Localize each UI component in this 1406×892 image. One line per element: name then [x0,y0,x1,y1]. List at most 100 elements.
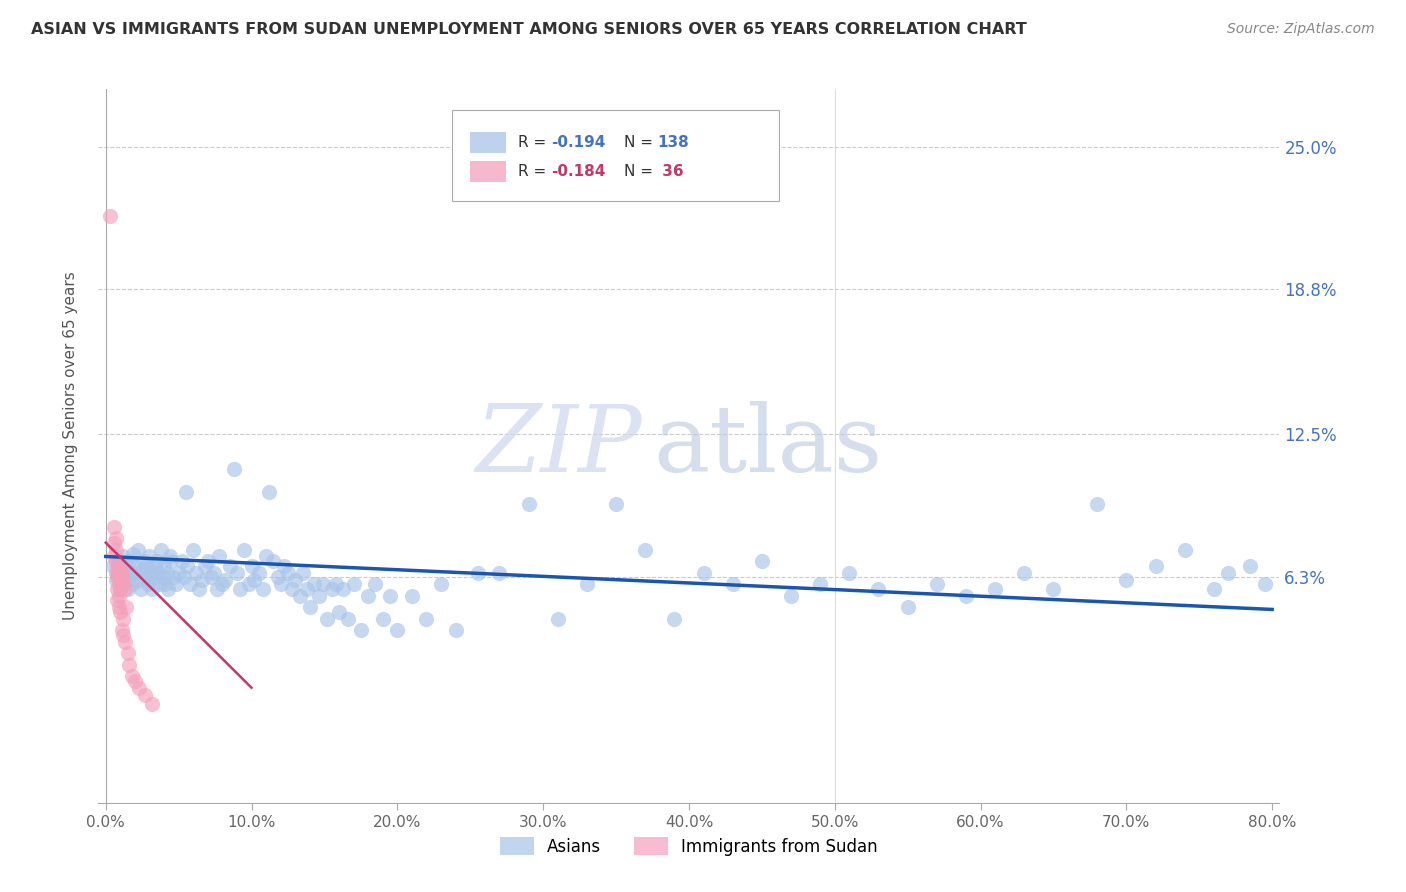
Text: -0.194: -0.194 [551,136,605,150]
Point [184,566,207,580]
Point [160,554,183,568]
Point [118,657,141,672]
Text: N =: N = [624,136,658,150]
Point [104,542,127,557]
Point [181,542,204,557]
Point [124,566,146,580]
Point [254,549,277,564]
Point [141,697,163,711]
Point [838,566,860,580]
Point [387,623,409,637]
Point [262,554,284,568]
Text: ZIP: ZIP [475,401,641,491]
Point [114,568,136,582]
Point [125,558,148,573]
Point [122,547,145,561]
Point [111,577,134,591]
Point [114,582,136,596]
Text: -0.184: -0.184 [551,164,605,178]
Point [104,573,127,587]
Point [131,563,153,577]
Point [267,570,290,584]
Point [120,566,142,580]
Point [128,681,150,695]
Point [751,554,773,568]
Point [188,582,211,596]
Point [112,612,135,626]
Point [575,577,598,591]
Point [517,497,540,511]
Point [467,566,489,580]
Point [208,549,231,564]
Point [229,582,252,596]
Point [1254,577,1277,591]
Point [101,558,124,573]
Text: 36: 36 [657,164,683,178]
Point [316,612,339,626]
Point [112,549,135,564]
Point [273,558,295,573]
Point [167,566,190,580]
Point [108,577,131,591]
Point [103,549,125,564]
Point [415,612,437,626]
Point [202,566,225,580]
Point [302,577,325,591]
Point [1115,573,1137,587]
Point [104,566,127,580]
Point [150,542,173,557]
Point [336,612,359,626]
Point [298,600,321,615]
Point [547,612,569,626]
Point [103,535,125,549]
Point [111,623,134,637]
Point [218,558,240,573]
Point [127,542,149,557]
Point [257,485,280,500]
Point [105,593,128,607]
Point [291,566,314,580]
Point [110,605,132,619]
Point [117,582,139,596]
Point [664,612,686,626]
Point [868,582,890,596]
Point [108,600,131,615]
Point [211,577,233,591]
Point [488,566,510,580]
Point [1085,497,1108,511]
Point [134,688,156,702]
Point [897,600,920,615]
Point [605,497,627,511]
Text: R =: R = [517,164,551,178]
Point [110,582,132,596]
Point [108,554,131,568]
Point [132,554,155,568]
Point [176,558,198,573]
Point [288,589,311,603]
Point [156,566,179,580]
Point [364,577,387,591]
Point [112,628,135,642]
Point [117,573,139,587]
Point [115,600,138,615]
Point [112,573,135,587]
Point [110,570,132,584]
Point [238,577,260,591]
Point [308,589,330,603]
Point [342,577,364,591]
Point [321,582,343,596]
Point [121,669,143,683]
Point [430,577,453,591]
Point [110,582,132,596]
Point [136,577,159,591]
Point [1239,558,1261,573]
Text: ASIAN VS IMMIGRANTS FROM SUDAN UNEMPLOYMENT AMONG SENIORS OVER 65 YEARS CORRELAT: ASIAN VS IMMIGRANTS FROM SUDAN UNEMPLOYM… [31,22,1026,37]
Point [721,577,744,591]
Point [226,566,249,580]
Point [108,589,131,603]
Point [955,589,977,603]
Text: atlas: atlas [654,401,883,491]
Point [401,589,423,603]
Point [984,582,1007,596]
Point [233,542,256,557]
